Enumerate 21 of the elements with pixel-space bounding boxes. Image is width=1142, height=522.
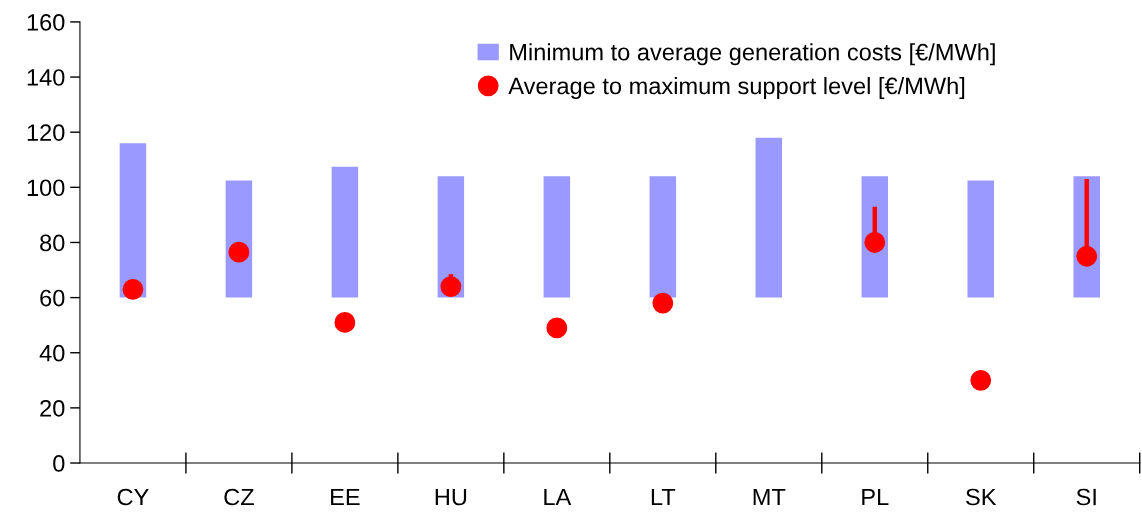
y-tick-label: 40	[39, 344, 65, 362]
x-tick-label: LA	[544, 488, 572, 506]
x-tick-label: MT	[753, 488, 786, 506]
y-tick-label: 120	[27, 124, 65, 141]
x-tick-label: SI	[1076, 488, 1096, 506]
x-tick-label: EE	[331, 488, 360, 506]
x-tick-label: CY	[117, 488, 149, 506]
x-tick-label: LT	[651, 488, 676, 506]
y-tick-label: 80	[40, 234, 65, 252]
x-tick-label: CZ	[224, 488, 254, 506]
y-tick-label: 20	[40, 399, 65, 417]
y-tick-label: 0	[53, 455, 65, 472]
legend-label: Minimum to average generation costs [€/MWh]	[510, 43, 995, 66]
legend-label: Average to maximum support level [€/MWh]	[508, 76, 965, 99]
y-tick-label: 60	[40, 289, 65, 307]
x-tick-label: SK	[966, 488, 997, 506]
y-tick-label: 100	[27, 179, 65, 197]
y-tick-label: 160	[27, 13, 65, 31]
y-tick-label: 140	[27, 69, 65, 86]
x-tick-label: PL	[862, 488, 889, 506]
x-tick-label: HU	[435, 488, 467, 506]
